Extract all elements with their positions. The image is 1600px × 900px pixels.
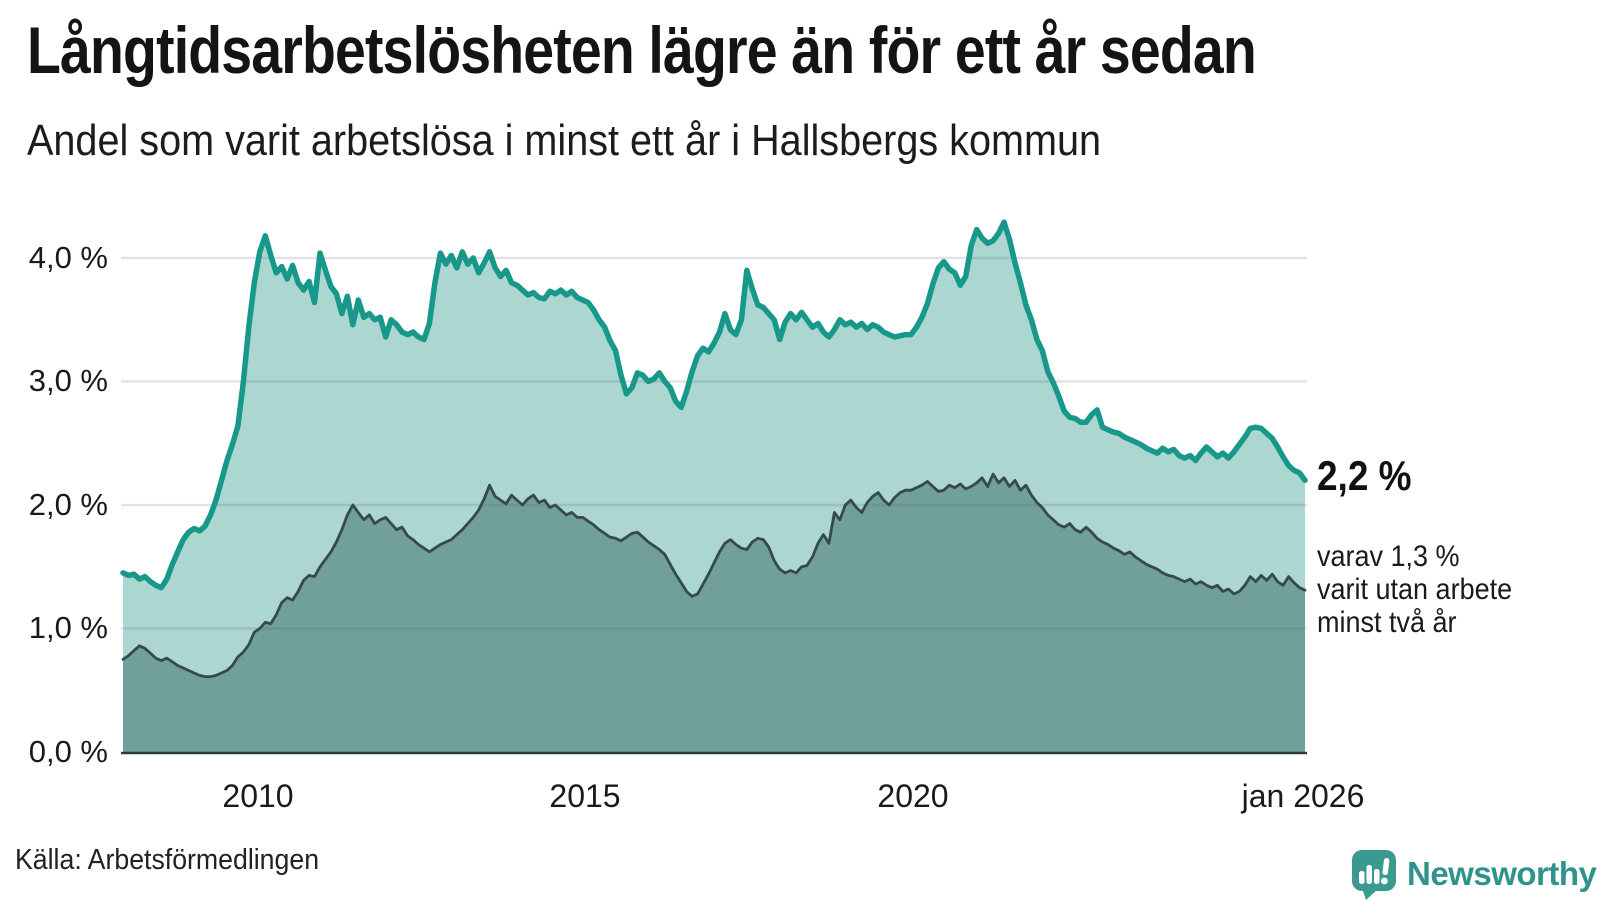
y-tick-label: 2,0 % <box>28 487 108 522</box>
total-unemployment-line <box>120 219 1308 591</box>
subset-annotation-line: varav 1,3 % <box>1317 540 1460 573</box>
x-tick-label: 2010 <box>222 778 294 814</box>
y-tick-label: 3,0 % <box>28 363 108 398</box>
newsworthy-logo[interactable]: Newsworthy <box>1350 848 1597 900</box>
end-value-label: 2,2 % <box>1317 452 1412 499</box>
x-tick-label: jan 2026 <box>1241 778 1365 814</box>
y-tick-label: 1,0 % <box>28 610 108 645</box>
source-note: Källa: Arbetsförmedlingen <box>15 844 320 876</box>
y-tick-label: 0,0 % <box>28 734 108 769</box>
x-tick-label: 2020 <box>877 778 949 814</box>
newsworthy-speech-bubble-chart-icon <box>1350 848 1398 900</box>
page-title: Långtidsarbetslösheten lägre än för ett … <box>27 13 1257 87</box>
subset-annotation-line: varit utan arbete <box>1317 573 1513 606</box>
x-tick-label: 2015 <box>549 778 621 814</box>
subset-annotation: varav 1,3 % varit utan arbete minst två … <box>1317 540 1512 639</box>
two-year-unemployment-line <box>121 472 1307 679</box>
y-tick-label: 4,0 % <box>28 240 108 275</box>
newsworthy-logo-text: Newsworthy <box>1407 855 1597 892</box>
page-subtitle: Andel som varit arbetslösa i minst ett å… <box>27 116 1101 165</box>
subset-annotation-line: minst två år <box>1317 606 1457 639</box>
two-year-unemployment-area <box>123 474 1305 752</box>
